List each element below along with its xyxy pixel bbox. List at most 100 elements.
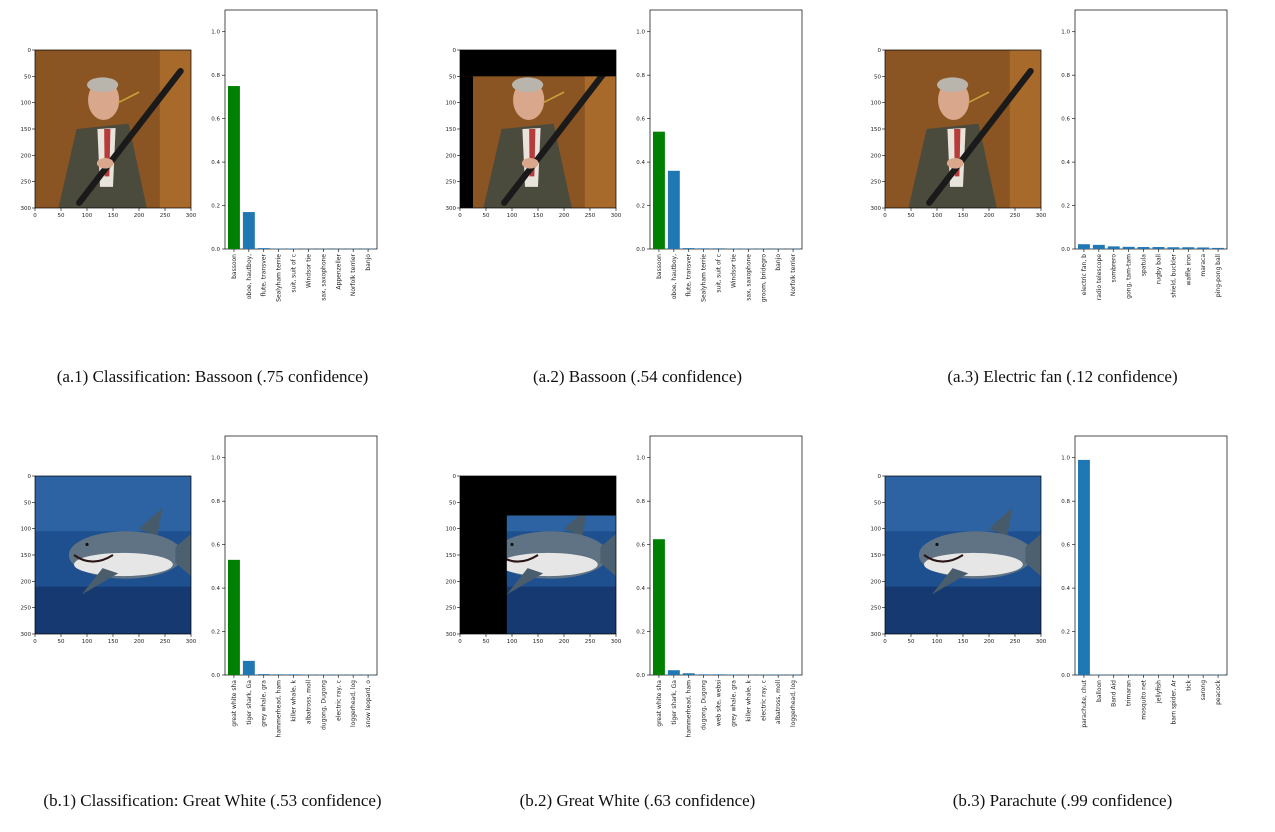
panel-b3-photo-eye [935, 543, 938, 546]
panel-b2-bar-ytick-label: 0.4 [636, 586, 645, 592]
panel-a1-bar [228, 86, 240, 249]
panel-b2-image-ytick-label: 0 [453, 474, 457, 480]
panel-b3-image-ytick-label: 200 [871, 579, 882, 585]
panel-b2-image-xtick-label: 50 [483, 639, 490, 645]
panel-a3-bar [1152, 247, 1164, 249]
panel-b2-photo-shark-belly [499, 553, 598, 576]
panel-b2-mask-top [460, 476, 616, 516]
panel-b2-image-ytick-label: 250 [446, 606, 457, 612]
panel-b1-photo-shark-belly [74, 553, 173, 576]
panel-b3-bar-xtick-label: peacock [1215, 679, 1222, 704]
panel-a2-photo-hair [512, 77, 543, 92]
panel-a2-image-ytick-label: 300 [446, 206, 457, 212]
panel-a2-bar-xtick-label: flute, transver [686, 253, 693, 296]
panel-a1-image-ytick-label: 200 [21, 153, 32, 159]
panel-b2-image-xtick-label: 300 [611, 639, 622, 645]
panel-a2-image-ytick-label: 150 [446, 127, 457, 133]
panel-a2-bar-ytick-label: 0.6 [636, 117, 645, 123]
panel-b1-bar [258, 674, 270, 675]
panel-b1-caption: (b.1) Classification: Great White (.53 c… [0, 791, 425, 811]
panel-b3-image-xtick-label: 150 [958, 639, 969, 645]
panel-b3-image-xtick-label: 0 [883, 639, 887, 645]
panel-a3-image-ytick-label: 300 [871, 206, 882, 212]
panel-b3-bar-frame [1075, 436, 1227, 675]
panel-a3-bar [1078, 244, 1090, 249]
panel-a2-image-xtick-label: 300 [611, 213, 622, 219]
panel-b2-image-xtick-label: 100 [507, 639, 518, 645]
panel-a3-bar [1197, 247, 1209, 249]
panel-b3-image-ytick-label: 100 [871, 527, 882, 533]
panel-a2-image-xtick-label: 0 [458, 213, 462, 219]
panel-b2-bar [698, 674, 710, 675]
panel-a2-image-xtick-label: 100 [507, 213, 518, 219]
panel-b3-bar-ytick-label: 1.0 [1061, 456, 1070, 462]
panel-a2-image-xtick-label: 150 [533, 213, 544, 219]
panel-a1-image-xtick-label: 100 [82, 213, 93, 219]
panel-a1-image-xtick-label: 50 [58, 213, 65, 219]
panel-a2-image-ytick-label: 50 [449, 74, 456, 80]
panel-b2-bar [668, 670, 680, 675]
panel-a1-caption: (a.1) Classification: Bassoon (.75 confi… [0, 367, 425, 387]
panel-a2-bar-xtick-label: sax, saxophone [745, 254, 752, 301]
panel-b2-image-xtick-label: 200 [559, 639, 570, 645]
panel-a2-bar [683, 248, 695, 249]
panel-b1-photo-light [35, 476, 191, 531]
panel-b2-bar-xtick-label: hammerhead, ham [686, 680, 693, 737]
panel-a2-bar [668, 171, 680, 249]
panel-a3-image-xtick-label: 0 [883, 213, 887, 219]
panel-b1-bar-xtick-label: killer whale, k [291, 679, 298, 721]
panel-b3-bar-xtick-label: trimaran [1126, 680, 1133, 706]
panel-a2-bar-xtick-label: Norfolk terrier [790, 253, 797, 296]
panel-b1-bar-ytick-label: 0.0 [211, 673, 220, 679]
panel-b3-bar-xtick-label: tick [1185, 679, 1192, 690]
panel-b3-bar-xtick-label: balloon [1096, 680, 1103, 702]
panel-b1-bar-xtick-label: hammerhead, ham [276, 680, 283, 737]
panel-a2-bar [713, 248, 725, 249]
panel-a3-bar [1167, 247, 1179, 249]
panel-a3-bar-xtick-label: waffle iron [1185, 254, 1192, 286]
panel-b2-image-xtick-label: 150 [533, 639, 544, 645]
panel-b2-bar [713, 674, 725, 675]
panel-b2-bar-ytick-label: 0.0 [636, 673, 645, 679]
panel-a1-bar-ytick-label: 0.4 [211, 160, 220, 166]
panel-a3-bar [1123, 247, 1135, 249]
panel-a1-image-xtick-label: 200 [134, 213, 145, 219]
panel-b2-image-ytick-label: 200 [446, 579, 457, 585]
panel-a2-mask-top [460, 50, 616, 76]
panel-a2-image-xtick-label: 200 [559, 213, 570, 219]
panel-b1-bar-ytick-label: 0.6 [211, 543, 220, 549]
panel-a1-image-xtick-label: 300 [186, 213, 197, 219]
panel-b1-bar-xtick-label: snow leopard, o [365, 680, 372, 728]
panel-b2-bar-xtick-label: great white sha [656, 680, 663, 727]
panel-a2-bar-ytick-label: 1.0 [636, 30, 645, 36]
panel-a1-bar-xtick-label: flute, transver [261, 253, 268, 296]
panel-a2-image-xtick-label: 250 [585, 213, 596, 219]
panel-a1-bar-ytick-label: 0.8 [211, 73, 220, 79]
panel-a3-caption: (a.3) Electric fan (.12 confidence) [850, 367, 1275, 387]
panel-b3-bar-xtick-label: barn spider, Ar [1170, 679, 1177, 724]
panel-b1-image-xtick-label: 250 [160, 639, 171, 645]
panel-a2-bar-xtick-label: banjo [775, 254, 782, 271]
panel-b3-image-xtick-label: 200 [984, 639, 995, 645]
panel-a3-image-xtick-label: 50 [908, 213, 915, 219]
panel-b3-photo-shark-belly [924, 553, 1023, 576]
panel-a2-bar-ytick-label: 0.0 [636, 247, 645, 253]
panel-b1-bar-xtick-label: electric ray, c [335, 680, 342, 721]
panel-b1-bar [273, 674, 285, 675]
panel-a1-image-ytick-label: 250 [21, 180, 32, 186]
panel-b3-image-ytick-label: 300 [871, 632, 882, 638]
panel-b3-bar-ytick-label: 0.0 [1061, 673, 1070, 679]
panel-b3-image-ytick-label: 250 [871, 606, 882, 612]
panel-b2-bar-xtick-label: killer whale, k [745, 679, 752, 721]
panel-a1-bar-xtick-label: Windsor tie [305, 254, 312, 288]
